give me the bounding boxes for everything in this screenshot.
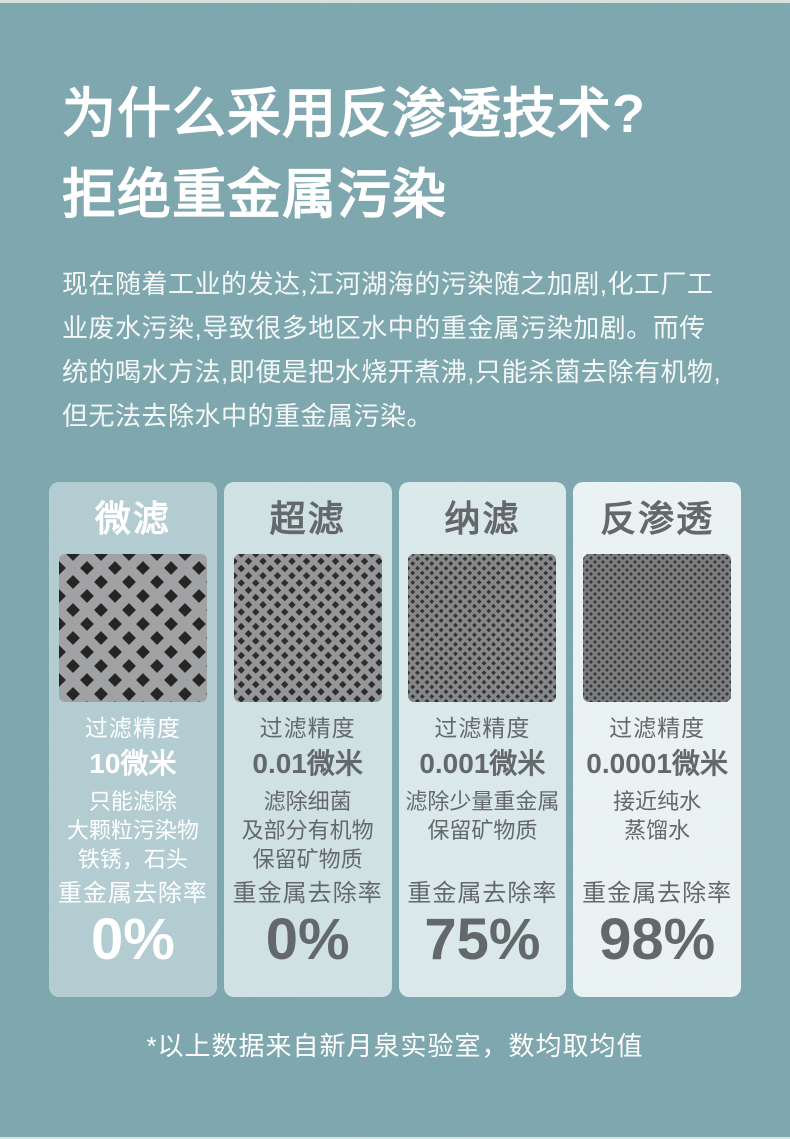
description-line: 滤除少量重金属 (405, 789, 560, 814)
card-nanofiltration: 纳滤 过滤精度 0.001微米 滤除少量重金属 保留矿物质 重金属去除率 75% (398, 482, 567, 997)
card-microfiltration: 微滤 过滤精度 10微米 只能滤除大颗粒污染物 铁锈，石头 重金属去除率 0% (49, 482, 217, 997)
card-description: 接近纯水 蒸馏水 (613, 787, 701, 845)
removal-rate-value: 0% (265, 907, 350, 972)
removal-rate-label: 重金属去除率 (57, 880, 208, 907)
woven-mesh-very-fine-image (408, 554, 557, 702)
description-line: 接近纯水 (613, 789, 702, 814)
precision-label: 过滤精度 (434, 715, 531, 741)
card-reverse-osmosis: 反渗透 过滤精度 0.0001微米 接近纯水蒸馏水 重金属去除率 98% (573, 482, 741, 997)
description-line: 铁锈，石头 (77, 847, 188, 872)
precision-value: 0.0001微米 (586, 748, 728, 779)
woven-mesh-ultra-fine-image (583, 554, 732, 702)
precision-label: 过滤精度 (84, 715, 181, 741)
precision-label: 过滤精度 (609, 715, 706, 741)
description-line: 大颗粒污染物 (66, 818, 199, 843)
page-title: 为什么采用反渗透技术? 拒绝重金属污染 (0, 0, 790, 236)
removal-rate-label: 重金属去除率 (407, 880, 558, 907)
description-line: 蒸馏水 (624, 818, 691, 843)
woven-mesh-coarse-image (58, 554, 207, 702)
removal-rate-value: 0% (90, 907, 175, 972)
card-description: 滤除少量重金属 保留矿物质 (405, 787, 559, 845)
card-description: 只能滤除大颗粒污染物 铁锈，石头 (67, 787, 199, 874)
intro-paragraph: 现在随着工业的发达,江河湖海的污染随之加剧,化工厂工业废水污染,导致很多地区水中… (62, 269, 722, 431)
card-title: 纳滤 (444, 498, 521, 539)
precision-label: 过滤精度 (259, 715, 356, 741)
footnote: *以上数据来自新月泉实验室，数均取均值 (146, 1031, 644, 1061)
removal-rate-value: 98% (599, 907, 716, 972)
card-description: 滤除细菌及部分有机物 保留矿物质 (242, 787, 374, 874)
page-title-line1: 为什么采用反渗透技术? (62, 84, 646, 144)
card-title: 超滤 (269, 498, 346, 539)
removal-rate-label: 重金属去除率 (582, 880, 733, 907)
card-ultrafiltration: 超滤 过滤精度 0.01微米 滤除细菌及部分有机物 保留矿物质 重金属去除率 0% (223, 482, 392, 997)
top-edge-strip (0, 0, 790, 3)
precision-value: 0.01微米 (252, 748, 363, 779)
page-title-line2: 拒绝重金属污染 (62, 165, 447, 225)
card-title: 反渗透 (600, 498, 715, 539)
precision-value: 10微米 (89, 748, 177, 779)
description-line: 只能滤除 (88, 789, 177, 814)
removal-rate-value: 75% (424, 907, 541, 972)
description-line: 滤除细菌 (263, 789, 352, 814)
precision-value: 0.001微米 (419, 748, 546, 779)
description-line: 及部分有机物 (241, 818, 374, 843)
filter-comparison-cards: 微滤 过滤精度 10微米 只能滤除大颗粒污染物 铁锈，石头 重金属去除率 0% 超… (49, 482, 741, 997)
woven-mesh-fine-image (233, 554, 382, 702)
description-line: 保留矿物质 (252, 847, 363, 872)
card-title: 微滤 (94, 498, 171, 539)
removal-rate-label: 重金属去除率 (232, 880, 383, 907)
description-line: 保留矿物质 (427, 818, 538, 843)
